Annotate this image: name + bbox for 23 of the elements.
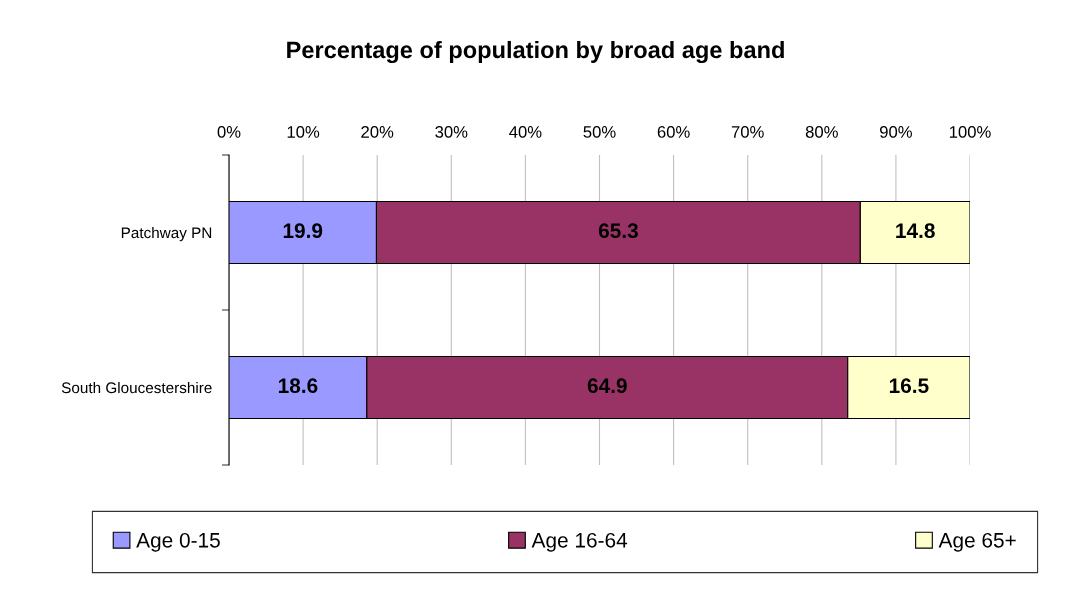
- x-tick-label: 60%: [657, 126, 690, 138]
- x-tick-label: 70%: [731, 126, 764, 138]
- x-tick-label: 30%: [435, 126, 468, 138]
- legend-label: Age 16-64: [531, 532, 628, 552]
- data-label: 64.9: [587, 378, 627, 394]
- x-tick-label: 80%: [805, 126, 838, 138]
- legend-label: Age 65+: [938, 532, 1016, 552]
- data-label: 19.9: [283, 223, 323, 239]
- x-tick-label: 100%: [949, 126, 991, 138]
- data-label: 65.3: [598, 223, 638, 239]
- x-tick-label: 40%: [509, 126, 542, 138]
- x-tick-label: 20%: [361, 126, 394, 138]
- data-label: 14.8: [896, 223, 935, 239]
- y-tick-label: Patchway PN: [121, 226, 212, 242]
- x-tick-label: 10%: [287, 126, 320, 138]
- chart-title: Percentage of population by broad age band: [287, 40, 784, 64]
- x-tick-label: 50%: [583, 126, 616, 138]
- x-tick-label: 0%: [217, 126, 241, 138]
- data-label: 18.6: [278, 378, 318, 394]
- x-tick-label: 90%: [880, 126, 912, 138]
- y-tick-label: South Gloucestershire: [61, 381, 212, 394]
- legend-label: Age 0-15: [136, 532, 220, 552]
- data-label: 16.5: [889, 378, 929, 394]
